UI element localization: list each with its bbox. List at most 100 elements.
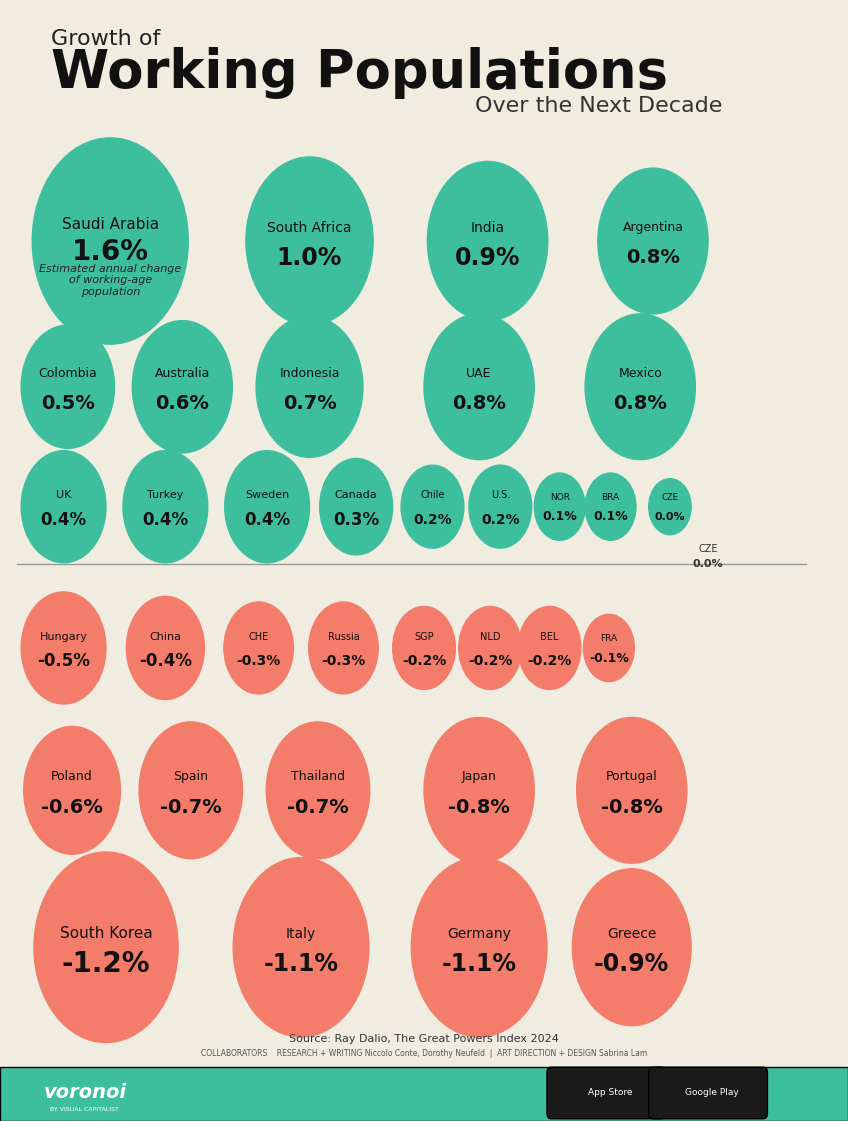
Text: Sweden: Sweden [245, 491, 289, 500]
FancyBboxPatch shape [0, 1067, 848, 1121]
Circle shape [225, 451, 310, 563]
Circle shape [424, 717, 534, 863]
Circle shape [401, 465, 464, 548]
Text: Russia: Russia [327, 632, 360, 641]
Circle shape [585, 473, 636, 540]
Text: 0.1%: 0.1% [594, 510, 628, 524]
Text: Mexico: Mexico [618, 367, 662, 380]
Text: CZE: CZE [661, 493, 678, 502]
Text: 0.6%: 0.6% [155, 395, 209, 413]
Circle shape [411, 858, 547, 1037]
Text: 1.0%: 1.0% [276, 245, 343, 270]
Circle shape [224, 602, 293, 694]
Text: 0.4%: 0.4% [244, 511, 290, 529]
Text: -1.2%: -1.2% [62, 951, 150, 978]
Circle shape [583, 614, 634, 682]
Circle shape [427, 161, 548, 321]
Text: Saudi Arabia: Saudi Arabia [62, 216, 159, 232]
Circle shape [246, 157, 373, 325]
Circle shape [21, 592, 106, 704]
Text: Australia: Australia [154, 367, 210, 380]
Text: -0.6%: -0.6% [42, 798, 103, 816]
Text: SGP: SGP [414, 632, 434, 641]
Circle shape [34, 852, 178, 1043]
Circle shape [139, 722, 243, 859]
FancyBboxPatch shape [649, 1067, 767, 1119]
Text: -0.8%: -0.8% [449, 798, 510, 816]
Text: 0.8%: 0.8% [452, 395, 506, 413]
Text: South Korea: South Korea [59, 926, 153, 942]
Text: 0.0%: 0.0% [655, 512, 685, 521]
Text: Hungary: Hungary [40, 632, 87, 641]
Text: NLD: NLD [480, 632, 500, 641]
Text: voronoi: voronoi [43, 1084, 126, 1102]
Circle shape [518, 606, 581, 689]
Circle shape [266, 722, 370, 859]
Text: Germany: Germany [447, 927, 511, 941]
Text: 0.8%: 0.8% [626, 249, 680, 267]
Circle shape [21, 451, 106, 563]
Text: 0.5%: 0.5% [41, 395, 95, 413]
Circle shape [256, 316, 363, 457]
Text: Source: Ray Dalio, The Great Powers Index 2024: Source: Ray Dalio, The Great Powers Inde… [289, 1035, 559, 1044]
Text: -0.5%: -0.5% [37, 652, 90, 670]
Text: Canada: Canada [335, 491, 377, 500]
Circle shape [320, 458, 393, 555]
Text: India: India [471, 221, 505, 234]
Text: Argentina: Argentina [622, 221, 683, 234]
Circle shape [585, 314, 695, 460]
Text: -1.1%: -1.1% [264, 952, 338, 976]
Text: BRA: BRA [601, 493, 620, 502]
Text: Japan: Japan [461, 770, 497, 784]
Text: -0.8%: -0.8% [601, 798, 662, 816]
Circle shape [393, 606, 455, 689]
Text: 0.9%: 0.9% [455, 245, 521, 270]
Text: FRA: FRA [600, 634, 617, 643]
Text: Estimated annual change
of working-age
population: Estimated annual change of working-age p… [39, 263, 181, 297]
Text: CZE: CZE [699, 545, 717, 554]
Text: 0.7%: 0.7% [282, 395, 337, 413]
Text: Working Populations: Working Populations [51, 47, 668, 99]
Text: 0.2%: 0.2% [413, 513, 452, 527]
Text: -0.2%: -0.2% [402, 655, 446, 668]
Circle shape [649, 479, 691, 535]
Circle shape [132, 321, 232, 453]
Text: -0.3%: -0.3% [321, 655, 365, 668]
Text: Italy: Italy [286, 927, 316, 941]
Circle shape [459, 606, 522, 689]
Circle shape [309, 602, 378, 694]
FancyBboxPatch shape [547, 1067, 666, 1119]
Text: BEL: BEL [540, 632, 559, 641]
Circle shape [424, 314, 534, 460]
Text: -0.4%: -0.4% [139, 652, 192, 670]
Circle shape [469, 465, 532, 548]
Circle shape [598, 168, 708, 314]
Text: Greece: Greece [607, 927, 656, 941]
Text: CHE: CHE [248, 632, 269, 641]
Text: NOR: NOR [550, 493, 570, 502]
Text: -1.1%: -1.1% [442, 952, 516, 976]
Text: -0.3%: -0.3% [237, 655, 281, 668]
Text: -0.7%: -0.7% [160, 798, 221, 816]
Text: 0.2%: 0.2% [481, 513, 520, 527]
Circle shape [577, 717, 687, 863]
Text: 0.8%: 0.8% [613, 395, 667, 413]
Text: Indonesia: Indonesia [279, 367, 340, 380]
Text: -0.9%: -0.9% [594, 952, 669, 976]
Text: UK: UK [56, 491, 71, 500]
Circle shape [126, 596, 204, 700]
Text: China: China [149, 632, 181, 641]
Text: -0.1%: -0.1% [589, 651, 629, 665]
Text: COLLABORATORS    RESEARCH + WRITING Niccolo Conte, Dorothy Neufeld  |  ART DIREC: COLLABORATORS RESEARCH + WRITING Niccolo… [201, 1049, 647, 1058]
Text: -0.7%: -0.7% [287, 798, 349, 816]
Text: Colombia: Colombia [38, 367, 98, 380]
Text: BY VISUAL CAPITALIST: BY VISUAL CAPITALIST [50, 1108, 120, 1112]
Circle shape [24, 726, 120, 854]
Text: 1.6%: 1.6% [72, 239, 148, 266]
Text: Over the Next Decade: Over the Next Decade [475, 96, 722, 117]
Text: App Store: App Store [589, 1088, 633, 1097]
Text: 0.1%: 0.1% [543, 510, 577, 524]
Text: -0.2%: -0.2% [468, 655, 512, 668]
Circle shape [534, 473, 585, 540]
Text: UAE: UAE [466, 367, 492, 380]
